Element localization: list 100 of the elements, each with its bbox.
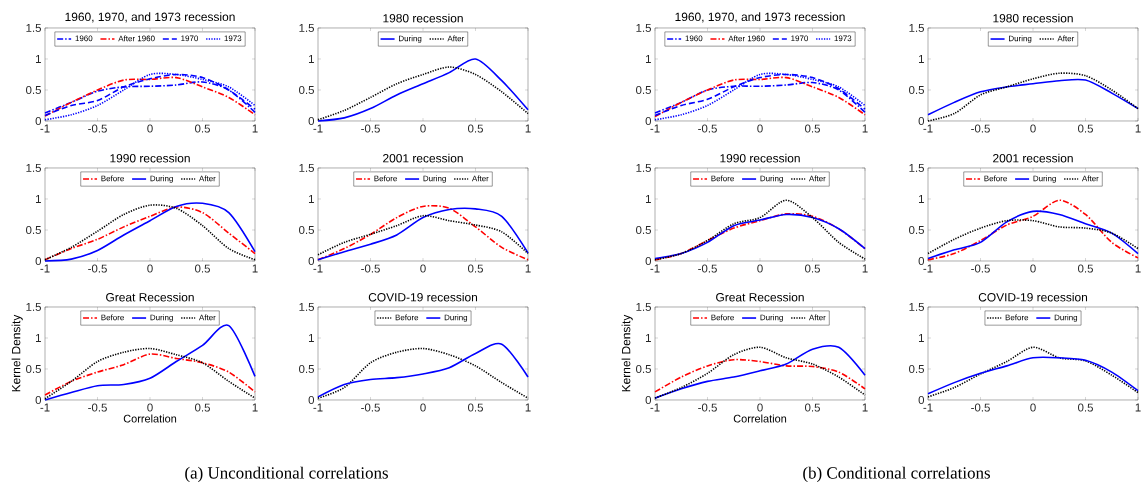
x-tick-label: -0.5	[361, 403, 380, 412]
x-tick-label: 1	[1135, 124, 1141, 133]
y-tick-label: 1	[35, 334, 41, 342]
x-tick-label: 0	[757, 403, 763, 412]
x-tick-label: -1	[923, 264, 933, 273]
y-tick-label: 1	[308, 195, 314, 203]
y-tick-label: 0.5	[909, 364, 925, 374]
y-tick-label: 0	[35, 256, 42, 266]
x-tick-label: -1	[923, 403, 933, 412]
chart-title: Great Recession	[106, 292, 194, 302]
y-tick-label: 1	[919, 55, 924, 63]
y-tick-label: 1.5	[26, 163, 42, 172]
y-tick-label: 0.5	[636, 85, 652, 95]
x-tick-label: -0.5	[88, 264, 107, 273]
y-tick-label: 0.5	[26, 364, 42, 374]
chart-title: 1960, 1970, and 1973 recession	[675, 12, 845, 23]
chart-title: 1990 recession	[720, 153, 800, 163]
chart-title: COVID-19 recession	[368, 292, 478, 302]
y-axis-title: Kernel Density	[621, 314, 633, 392]
chart-title: 1980 recession	[993, 13, 1073, 23]
x-tick-label: -0.5	[698, 124, 717, 133]
x-tick-label: 1	[862, 124, 868, 133]
y-tick-label: 0	[308, 116, 315, 126]
x-tick-label: 0.5	[1078, 264, 1093, 273]
y-tick-label: 0.5	[26, 85, 42, 95]
chart-title: 1990 recession	[110, 153, 190, 163]
chart-title: 2001 recession	[993, 153, 1073, 163]
x-tick-label: 1	[252, 403, 258, 412]
x-tick-label: 0	[757, 124, 763, 133]
y-tick-label: 0.5	[909, 85, 925, 95]
y-tick-label: 0	[645, 256, 652, 266]
y-tick-label: 1	[308, 334, 314, 342]
y-tick-label: 0.5	[636, 225, 652, 235]
y-tick-label: 1.5	[299, 302, 315, 311]
x-tick-label: -1	[650, 264, 660, 273]
x-tick-label: 1	[525, 403, 531, 412]
x-tick-label: 1	[1135, 264, 1141, 273]
y-tick-label: 0.5	[299, 225, 315, 235]
x-tick-label: 0	[147, 403, 153, 412]
y-tick-label: 0	[308, 395, 315, 405]
x-tick-label: -0.5	[88, 403, 107, 412]
x-tick-label: 1	[862, 264, 868, 273]
x-tick-label: 0.5	[468, 264, 483, 273]
x-tick-label: 0	[1030, 264, 1036, 273]
y-tick-label: 0.5	[299, 85, 315, 95]
x-tick-label: 0.5	[468, 124, 483, 133]
y-tick-label: 1	[919, 195, 924, 203]
x-tick-label: 1	[525, 264, 531, 273]
y-tick-label: 0	[645, 395, 652, 405]
y-tick-label: 1	[35, 55, 41, 63]
x-tick-label: 0	[1030, 403, 1036, 412]
x-tick-label: 0	[147, 264, 153, 273]
y-tick-label: 1.5	[636, 163, 652, 172]
x-tick-label: -1	[40, 264, 50, 273]
x-tick-label: 0.5	[805, 403, 820, 412]
y-tick-label: 1.5	[636, 23, 652, 32]
x-tick-label: 0.5	[468, 403, 483, 412]
x-tick-label: -0.5	[971, 124, 990, 133]
x-tick-label: 0.5	[1078, 403, 1093, 412]
chart-title: Great Recession	[716, 292, 804, 302]
text: (b) Conditional correlations	[803, 466, 990, 483]
y-tick-label: 1.5	[299, 163, 315, 172]
y-tick-label: 0	[918, 116, 925, 126]
y-tick-label: 0	[35, 116, 42, 126]
x-tick-label: -0.5	[971, 403, 990, 412]
x-tick-label: -1	[313, 403, 323, 412]
x-tick-label: 0.5	[805, 124, 820, 133]
x-tick-label: 0.5	[195, 124, 210, 133]
x-tick-label: -0.5	[698, 264, 717, 273]
y-tick-label: 0	[918, 395, 925, 405]
x-tick-label: -0.5	[698, 403, 717, 412]
x-tick-label: 0.5	[195, 403, 210, 412]
x-tick-label: -1	[313, 264, 323, 273]
x-tick-label: 0	[757, 264, 763, 273]
y-tick-label: 1	[35, 195, 41, 203]
text: (a) Unconditional correlations	[185, 466, 388, 483]
y-tick-label: 0	[308, 256, 315, 266]
x-tick-label: 1	[862, 403, 868, 412]
x-tick-label: -0.5	[361, 124, 380, 133]
x-tick-label: 0	[420, 403, 426, 412]
chart-title: 2001 recession	[383, 153, 463, 163]
x-tick-label: 0	[1030, 124, 1036, 133]
y-tick-label: 0.5	[299, 364, 315, 374]
y-tick-label: 0	[918, 256, 925, 266]
y-tick-label: 1.5	[909, 163, 925, 172]
y-tick-label: 1.5	[26, 302, 42, 311]
x-tick-label: -0.5	[361, 264, 380, 273]
x-tick-label: -1	[650, 124, 660, 133]
x-tick-label: -1	[40, 124, 50, 133]
x-tick-label: 1	[252, 124, 258, 133]
x-axis-title: Correlation	[733, 414, 787, 423]
y-tick-label: 0.5	[26, 225, 42, 235]
x-tick-label: 0.5	[805, 264, 820, 273]
chart-title: 1960, 1970, and 1973 recession	[65, 12, 235, 23]
chart-title: COVID-19 recession	[978, 292, 1088, 302]
y-tick-label: 0.5	[909, 225, 925, 235]
x-tick-label: -0.5	[971, 264, 990, 273]
x-tick-label: -1	[923, 124, 933, 133]
y-tick-label: 1	[308, 55, 314, 63]
y-tick-label: 1	[646, 55, 651, 63]
